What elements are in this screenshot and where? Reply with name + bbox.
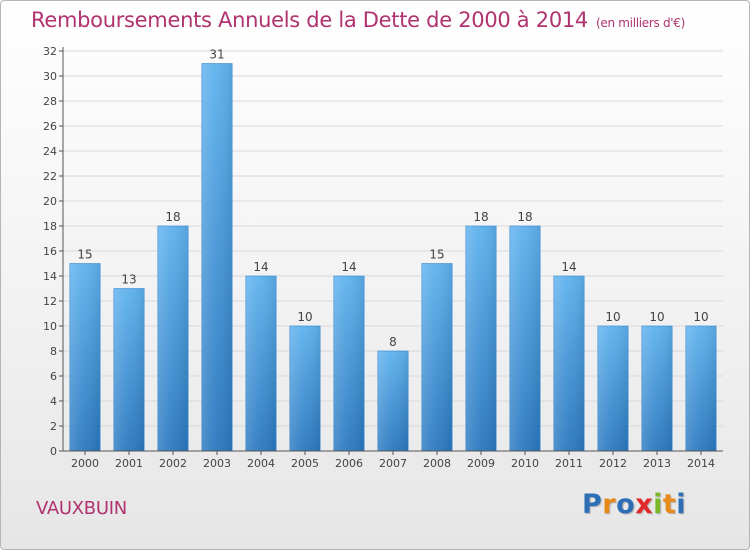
- y-tick-label: 12: [43, 295, 57, 308]
- bar-highlight: [157, 225, 189, 452]
- y-tick-label: 8: [50, 345, 57, 358]
- data-label: 8: [389, 335, 397, 349]
- bar-highlight: [289, 325, 321, 452]
- data-label: 18: [165, 210, 180, 224]
- data-labels: 15 13 18 31 14 10 14 8 15 18 18 14 10 10 10: [77, 48, 708, 350]
- proxiti-logo: Proxiti: [582, 489, 686, 520]
- x-tick-label: 2003: [203, 457, 231, 470]
- bar-highlight: [421, 263, 453, 452]
- bar-highlight: [685, 325, 717, 452]
- data-label: 15: [429, 248, 444, 262]
- y-tick-label: 0: [50, 445, 57, 458]
- x-tick-label: 2011: [555, 457, 583, 470]
- y-tick-label: 24: [43, 145, 57, 158]
- x-tick-label: 2004: [247, 457, 275, 470]
- y-tick-label: 2: [50, 420, 57, 433]
- bars: [69, 63, 717, 452]
- logo-letter: i: [653, 489, 663, 520]
- bar-highlight: [201, 63, 233, 452]
- y-tick-label: 32: [43, 45, 57, 58]
- x-tick-label: 2007: [379, 457, 407, 470]
- y-tick-label: 14: [43, 270, 57, 283]
- x-tick-label: 2002: [159, 457, 187, 470]
- logo-letter: r: [602, 489, 617, 520]
- y-tick-label: 10: [43, 320, 57, 333]
- x-tick-label: 2006: [335, 457, 363, 470]
- bar-highlight: [377, 350, 409, 452]
- bar-highlight: [333, 275, 365, 452]
- data-label: 18: [473, 210, 488, 224]
- bar-highlight: [465, 225, 497, 452]
- x-tick-label: 2005: [291, 457, 319, 470]
- y-tick-label: 18: [43, 220, 57, 233]
- y-tick-label: 30: [43, 70, 57, 83]
- y-tick-label: 26: [43, 120, 57, 133]
- bar-highlight: [69, 263, 101, 452]
- y-tick-label: 22: [43, 170, 57, 183]
- y-tick-label: 4: [50, 395, 57, 408]
- bar-highlight: [641, 325, 673, 452]
- x-tick-label: 2013: [643, 457, 671, 470]
- data-label: 10: [693, 310, 708, 324]
- data-label: 10: [297, 310, 312, 324]
- logo-letter: t: [662, 489, 677, 520]
- bar-highlight: [113, 288, 145, 452]
- x-tick-label: 2001: [115, 457, 143, 470]
- data-label: 10: [649, 310, 664, 324]
- data-label: 15: [77, 248, 92, 262]
- x-tick-label: 2008: [423, 457, 451, 470]
- y-tick-label: 6: [50, 370, 57, 383]
- commune-name: VAUXBUIN: [36, 498, 127, 519]
- y-tick-label: 28: [43, 95, 57, 108]
- data-label: 14: [253, 260, 268, 274]
- y-tick-label: 20: [43, 195, 57, 208]
- data-label: 14: [561, 260, 576, 274]
- data-label: 13: [121, 273, 136, 287]
- logo-letter: P: [582, 489, 603, 520]
- chart-title: Remboursements Annuels de la Dette de 20…: [31, 8, 685, 32]
- bar-highlight: [597, 325, 629, 452]
- chart-title-unit: (en milliers d'€): [596, 16, 686, 30]
- y-tick-label: 16: [43, 245, 57, 258]
- data-label: 31: [209, 48, 224, 62]
- x-tick-label: 2000: [71, 457, 99, 470]
- x-tick-label: 2012: [599, 457, 627, 470]
- logo-letter: i: [676, 489, 687, 520]
- logo-letter: o: [616, 489, 636, 520]
- data-label: 18: [517, 210, 532, 224]
- bar-highlight: [245, 275, 277, 452]
- data-label: 10: [605, 310, 620, 324]
- logo-letter: x: [635, 489, 654, 520]
- x-tick-label: 2010: [511, 457, 539, 470]
- x-tick-label: 2014: [687, 457, 715, 470]
- bar-highlight: [509, 225, 541, 452]
- data-label: 14: [341, 260, 356, 274]
- bar-highlight: [553, 275, 585, 452]
- chart-title-text: Remboursements Annuels de la Dette de 20…: [31, 8, 588, 32]
- x-tick-label: 2009: [467, 457, 495, 470]
